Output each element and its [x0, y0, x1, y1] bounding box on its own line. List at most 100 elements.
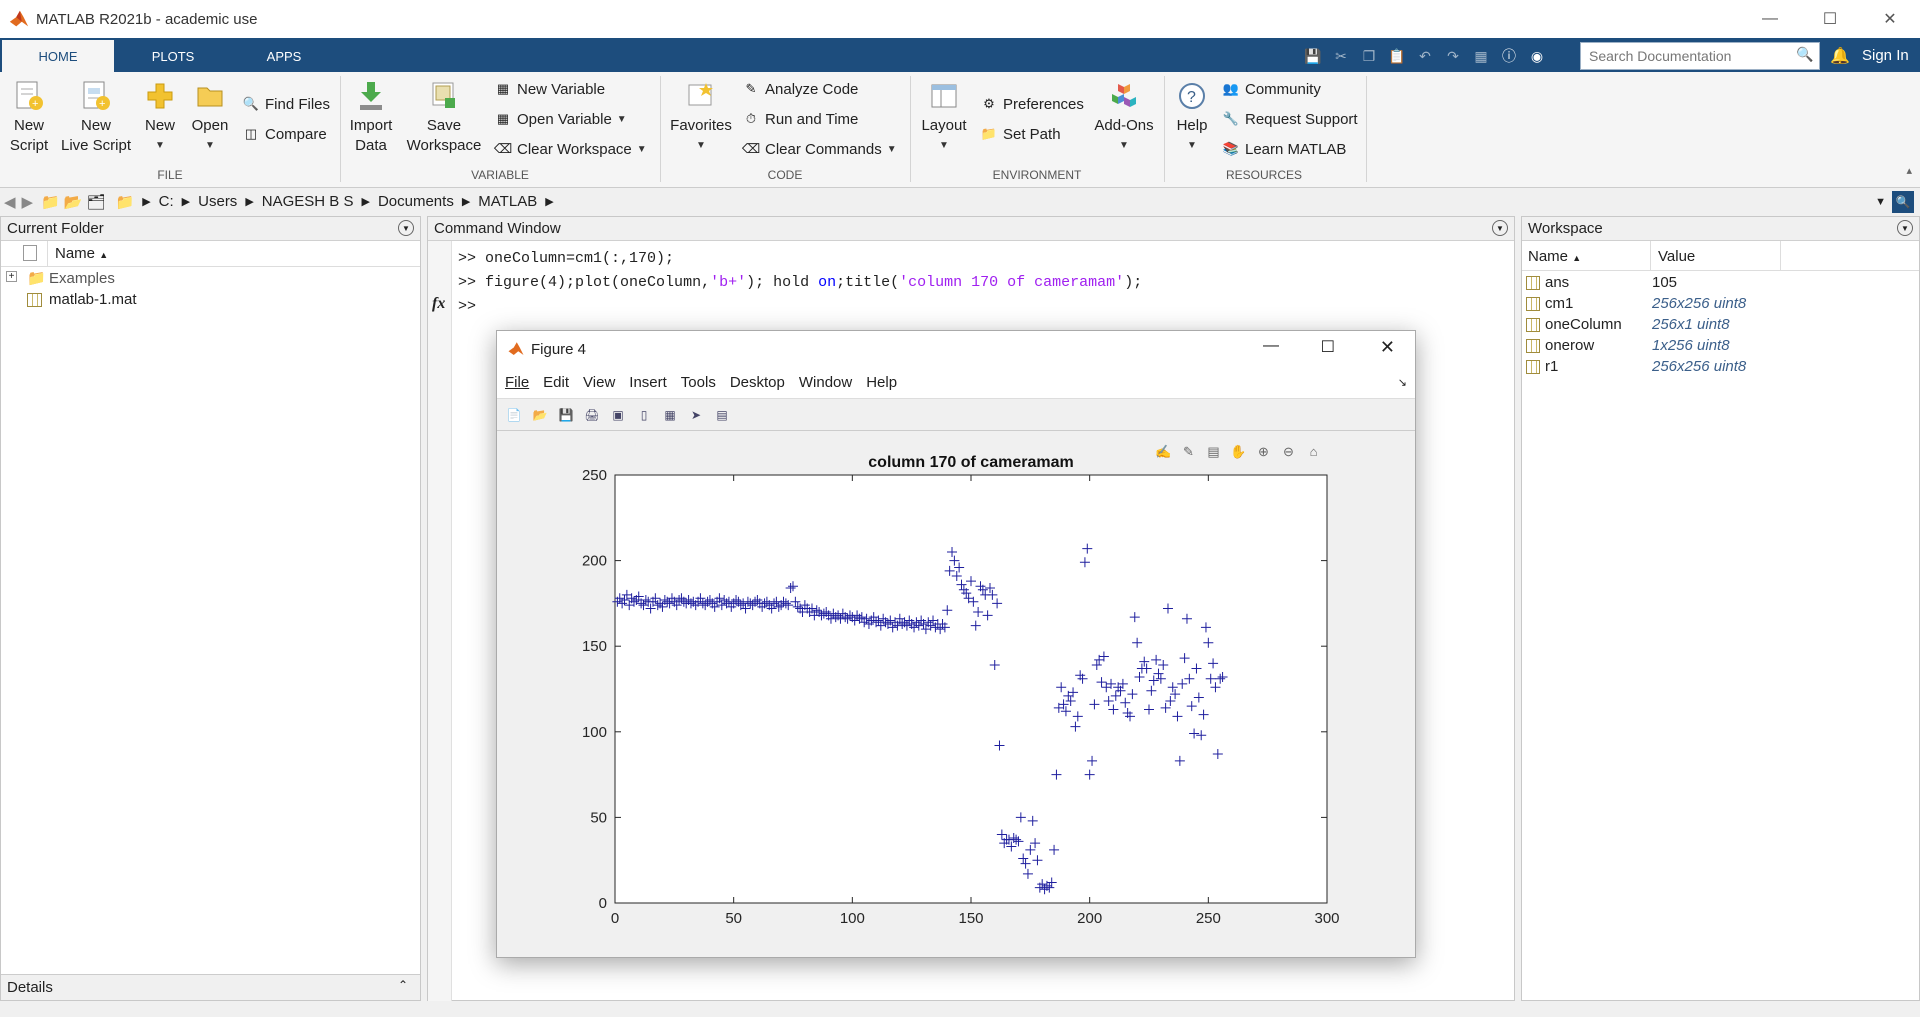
panel-actions-icon[interactable]: ▼ — [398, 220, 414, 236]
workspace-row[interactable]: onerow 1x256 uint8 — [1522, 336, 1920, 357]
maximize-icon[interactable]: ☐ — [1320, 339, 1335, 356]
panel-actions-icon[interactable]: ▼ — [1897, 220, 1913, 236]
run-and-time-button[interactable]: ⏱ Run and Time — [742, 107, 858, 131]
request-support-button[interactable]: 🔧 Request Support — [1222, 110, 1358, 128]
new-variable-button[interactable]: ▦ New Variable — [494, 77, 605, 101]
clear-workspace-button[interactable]: ⌫ Clear Workspace ▼ — [493, 140, 647, 158]
open-file-icon[interactable]: 📂 — [532, 407, 548, 422]
menu-edit[interactable]: Edit — [543, 374, 570, 391]
new-figure-icon[interactable]: 📄 — [506, 407, 522, 422]
tab-plots[interactable]: PLOTS — [151, 48, 195, 64]
menu-help[interactable]: Help — [866, 374, 898, 391]
zoom-in-icon[interactable]: ⊕ — [1258, 443, 1269, 459]
zoom-out-icon[interactable]: ⊖ — [1283, 443, 1294, 459]
path-segment[interactable]: C: — [158, 193, 174, 210]
chevron-up-icon[interactable]: ⌃ — [397, 978, 408, 992]
community-button[interactable]: 👥 Community — [1222, 80, 1321, 98]
path-segment[interactable]: MATLAB — [478, 193, 538, 210]
menu-file[interactable]: File — [505, 374, 530, 391]
copy-icon[interactable]: ❐ — [1362, 47, 1376, 64]
function-browser-fx-icon[interactable]: fx — [432, 295, 446, 312]
search-folder-button[interactable]: 🔍 — [1892, 190, 1914, 213]
datatip-icon[interactable]: ▤ — [1207, 443, 1220, 459]
help-button[interactable]: ? Help ▼ — [1172, 78, 1212, 156]
open-variable-button[interactable]: ▦ Open Variable ▼ — [494, 107, 627, 131]
help-icon[interactable]: ⓘ — [1502, 48, 1516, 64]
back-arrow-icon[interactable]: ◀ — [4, 193, 16, 211]
minimize-icon[interactable]: — — [1762, 10, 1778, 27]
analyze-code-button[interactable]: ✎ Analyze Code — [742, 77, 859, 101]
path-segment[interactable]: NAGESH B S — [261, 193, 354, 210]
scatter-chart[interactable]: 0 50 100 150 200 250 300 0 50 100 150 200 250 column … — [497, 433, 1415, 957]
tab-home[interactable]: HOME — [2, 40, 114, 72]
details-pane[interactable]: Details ⌃ — [1, 974, 420, 1000]
folder-item[interactable]: + 📁 Examples — [1, 267, 420, 289]
undo-icon[interactable]: ↶ — [1419, 47, 1431, 64]
close-icon[interactable]: ✕ — [1883, 11, 1897, 28]
path-segment[interactable]: Documents — [377, 193, 454, 210]
notification-bell-icon[interactable]: 🔔 — [1830, 48, 1850, 65]
insert-colorbar-icon[interactable]: ▯ — [640, 407, 648, 422]
redo-icon[interactable]: ↷ — [1447, 47, 1459, 64]
minimize-icon[interactable]: — — [1263, 337, 1279, 354]
add-ons-button[interactable]: Add-Ons ▼ — [1092, 78, 1156, 156]
find-files-button[interactable]: 🔍 Find Files — [242, 95, 331, 113]
plot-area[interactable]: 0 50 100 150 200 250 300 0 50 100 150 200 250 column … — [497, 433, 1415, 957]
menu-desktop[interactable]: Desktop — [729, 374, 785, 391]
property-inspector-icon[interactable]: ▤ — [716, 407, 728, 422]
menu-window[interactable]: Window — [798, 374, 853, 391]
forward-arrow-icon[interactable]: ▶ — [21, 193, 34, 211]
panel-actions-icon[interactable]: ▼ — [1492, 220, 1508, 236]
expand-icon[interactable]: + — [6, 271, 17, 282]
sign-in-link[interactable]: Sign In — [1862, 47, 1909, 64]
layout-button[interactable]: Layout ▼ — [918, 78, 970, 156]
path-segment[interactable]: Users — [198, 193, 238, 210]
brush-icon[interactable]: ✎ — [1183, 443, 1194, 459]
workspace-row[interactable]: cm1 256x256 uint8 — [1522, 294, 1920, 315]
clear-commands-button[interactable]: ⌫ Clear Commands ▼ — [741, 140, 897, 158]
cut-icon[interactable]: ✂ — [1335, 47, 1347, 64]
workspace-row[interactable]: oneColumn 256x1 uint8 — [1522, 315, 1920, 336]
print-icon[interactable]: 🖨 — [584, 407, 600, 422]
path-dropdown-icon[interactable]: ▼ — [1875, 195, 1886, 208]
name-column-header[interactable]: Name ▲ — [1528, 248, 1582, 265]
browse-folder-icon[interactable]: 📂 — [63, 193, 83, 211]
favorites-button[interactable]: Favorites ▼ — [668, 78, 734, 156]
home-icon[interactable]: ⌂ — [1309, 444, 1318, 459]
save-icon[interactable]: 💾 — [1304, 47, 1322, 64]
collapse-ribbon-icon[interactable]: ▴ — [1906, 165, 1912, 177]
search-documentation-input[interactable]: Search Documentation — [1580, 42, 1820, 70]
value-column-header[interactable]: Value — [1658, 248, 1696, 265]
search-icon[interactable]: 🔍 — [1796, 46, 1814, 62]
learn-matlab-button[interactable]: 📚 Learn MATLAB — [1222, 140, 1347, 158]
up-folder-icon[interactable]: 📁 — [41, 193, 60, 211]
name-column-header[interactable]: Name ▲ — [55, 245, 109, 262]
link-plot-icon[interactable]: ▣ — [612, 407, 624, 422]
file-item[interactable]: matlab-1.mat — [1, 289, 420, 311]
menu-tools[interactable]: Tools — [680, 374, 716, 391]
switch-windows-icon[interactable]: ▦ — [1474, 47, 1488, 64]
close-icon[interactable]: ✕ — [1379, 337, 1395, 357]
export-icon[interactable]: ✍ — [1155, 443, 1172, 459]
set-path-button[interactable]: 📁 Set Path — [980, 125, 1061, 143]
edit-plot-icon[interactable]: ➤ — [690, 407, 702, 422]
pan-hand-icon[interactable]: ✋ — [1230, 443, 1247, 459]
workspace-row[interactable]: ans 105 — [1522, 273, 1920, 294]
import-data-button[interactable]: Import Data — [348, 78, 394, 156]
preferences-button[interactable]: ⚙ Preferences — [980, 92, 1084, 116]
menu-view[interactable]: View — [583, 374, 616, 391]
insert-legend-icon[interactable]: ▦ — [664, 407, 676, 422]
toolbar-options-icon[interactable]: ◉ — [1530, 47, 1544, 64]
dock-figure-icon[interactable]: ↘ — [1397, 377, 1407, 389]
new-script-button[interactable]: + New Script — [8, 78, 50, 156]
workspace-row[interactable]: r1 256x256 uint8 — [1522, 357, 1920, 378]
paste-icon[interactable]: 📋 — [1388, 47, 1406, 64]
search-folder-icon[interactable]: 🗂 — [86, 193, 106, 211]
figure-window[interactable]: Figure 4 — ☐ ✕ File Edit View Insert Too… — [496, 330, 1416, 958]
save-figure-icon[interactable]: 💾 — [558, 407, 574, 422]
save-workspace-button[interactable]: Save Workspace — [404, 78, 484, 156]
new-button[interactable]: New ▼ — [142, 78, 178, 156]
tab-apps[interactable]: APPS — [266, 48, 302, 64]
maximize-icon[interactable]: ☐ — [1822, 11, 1838, 28]
command-prompt-line[interactable]: >> — [458, 298, 477, 315]
